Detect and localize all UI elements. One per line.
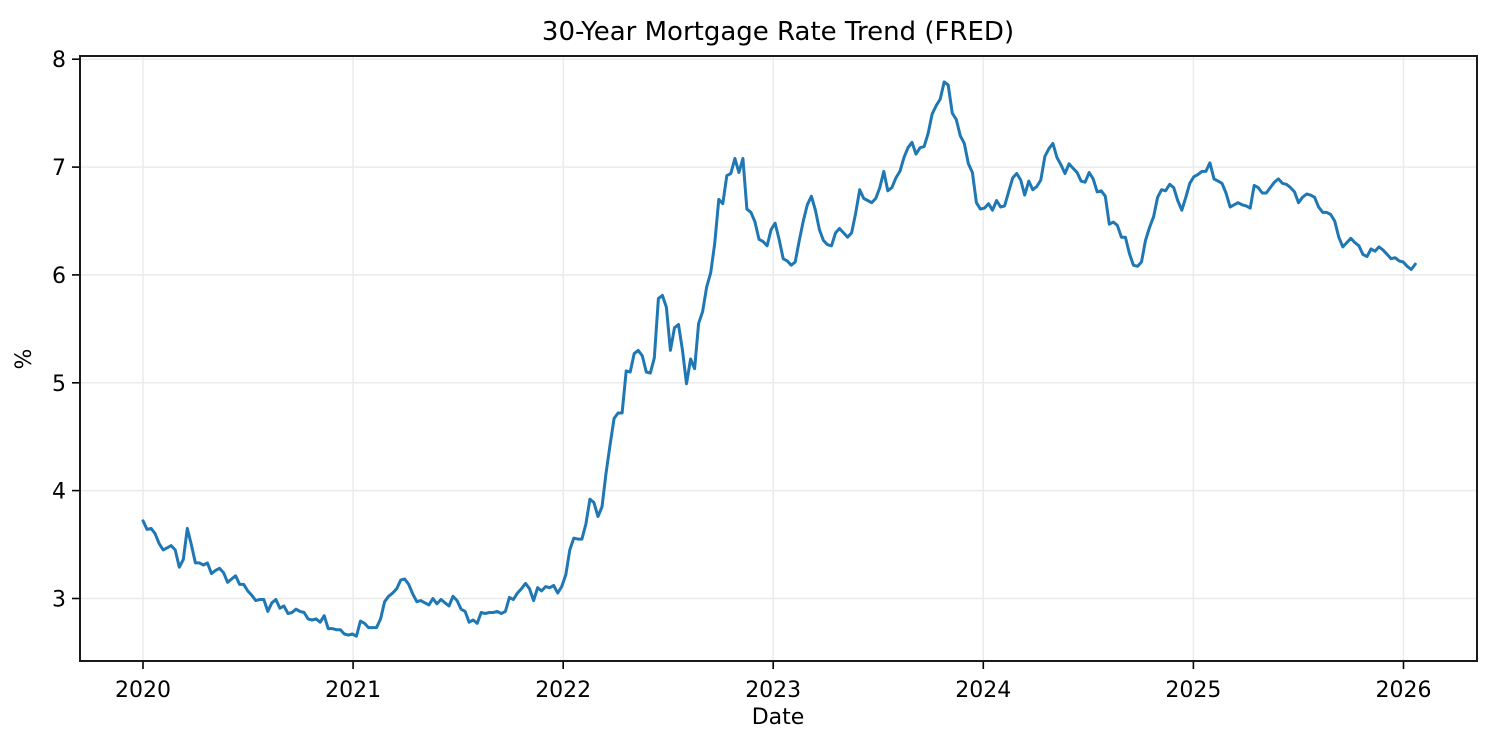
x-tick-label: 2024 <box>955 678 1011 703</box>
x-tick-label: 2021 <box>325 678 381 703</box>
chart-title: 30-Year Mortgage Rate Trend (FRED) <box>542 17 1014 47</box>
x-tick-label: 2025 <box>1165 678 1221 703</box>
x-axis-label: Date <box>752 705 805 730</box>
grid-layer <box>80 56 1477 661</box>
x-tick-label: 2022 <box>535 678 591 703</box>
x-tick-label: 2023 <box>745 678 801 703</box>
y-tick-label: 5 <box>52 372 66 397</box>
x-tick-label: 2020 <box>115 678 171 703</box>
mortgage-rate-line <box>141 80 1417 638</box>
tick-layer: 2020 2021 2022 2023 2024 2025 2026 3 4 5 6 7 8 <box>52 48 1432 703</box>
y-axis-label: % <box>12 349 37 370</box>
y-tick-label: 3 <box>52 588 66 613</box>
y-tick-label: 8 <box>52 48 66 73</box>
y-tick-label: 6 <box>52 264 66 289</box>
x-tick-label: 2026 <box>1376 678 1432 703</box>
y-tick-label: 4 <box>52 480 66 505</box>
plot-border <box>79 55 1478 662</box>
y-tick-label: 7 <box>52 156 66 181</box>
series-layer <box>141 80 1417 638</box>
